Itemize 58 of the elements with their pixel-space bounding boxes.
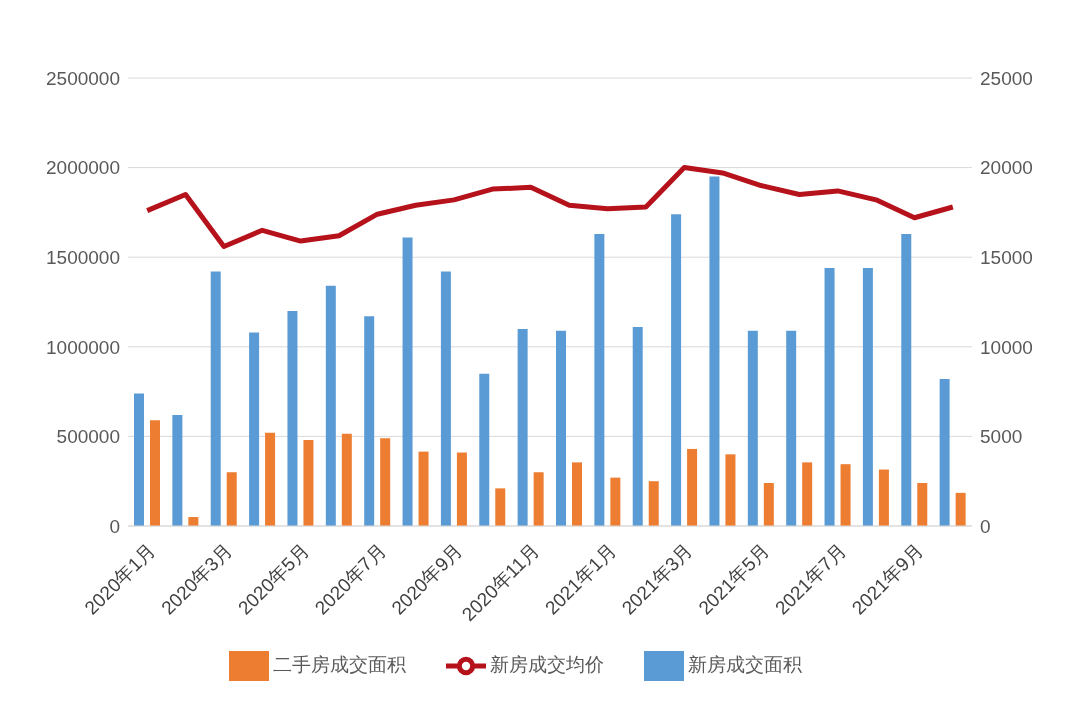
- bar: [249, 332, 260, 526]
- y2-tick-label: 0: [980, 515, 991, 537]
- bar: [747, 330, 758, 526]
- bar: [402, 237, 413, 526]
- y2-tick-label: 10000: [980, 336, 1033, 358]
- bar: [840, 464, 851, 526]
- bar: [878, 469, 889, 526]
- bar: [671, 214, 682, 526]
- bar: [610, 477, 621, 526]
- y-tick-label: 2500000: [46, 67, 120, 89]
- bar: [418, 451, 429, 526]
- y2-tick-label: 20000: [980, 157, 1033, 179]
- bar: [287, 310, 298, 526]
- y-tick-label: 1500000: [46, 246, 120, 268]
- y-tick-label: 500000: [56, 426, 120, 448]
- bar: [533, 472, 544, 526]
- bar: [802, 462, 813, 526]
- bar: [517, 328, 528, 526]
- bar: [134, 393, 144, 526]
- bar: [648, 481, 659, 526]
- bar: [725, 454, 736, 526]
- bar: [303, 439, 314, 526]
- bar: [210, 271, 221, 526]
- bar: [150, 420, 160, 526]
- bar: [364, 316, 375, 526]
- bar: [556, 330, 566, 526]
- y-tick-label: 2000000: [46, 157, 120, 179]
- bar: [824, 267, 835, 526]
- bar: [917, 482, 928, 526]
- bar: [440, 271, 451, 526]
- bar: [901, 233, 912, 526]
- bar: [479, 373, 490, 526]
- y-tick-label: 0: [109, 515, 120, 537]
- bar: [226, 472, 237, 526]
- bar: [341, 433, 352, 526]
- y2-tick-label: 5000: [980, 426, 1023, 448]
- bar: [939, 379, 950, 526]
- bar: [763, 482, 774, 526]
- bar: [380, 438, 391, 526]
- bar: [786, 330, 797, 526]
- legend-label: 二手房成交面积: [272, 654, 406, 676]
- bar: [325, 285, 336, 526]
- bar: [709, 176, 720, 526]
- bar: [594, 233, 605, 526]
- bar: [172, 414, 183, 526]
- y2-tick-label: 15000: [980, 246, 1033, 268]
- bar: [456, 452, 467, 526]
- y2-tick-label: 25000: [980, 67, 1033, 89]
- bar: [955, 492, 966, 526]
- bar: [572, 462, 582, 526]
- legend-label: 新房成交均价: [489, 654, 604, 676]
- bar: [687, 448, 698, 526]
- legend-label: 新房成交面积: [687, 654, 802, 676]
- y-tick-label: 1000000: [46, 336, 120, 358]
- bar: [862, 267, 873, 526]
- bar: [265, 432, 276, 526]
- bar: [495, 488, 506, 526]
- bar: [632, 327, 643, 526]
